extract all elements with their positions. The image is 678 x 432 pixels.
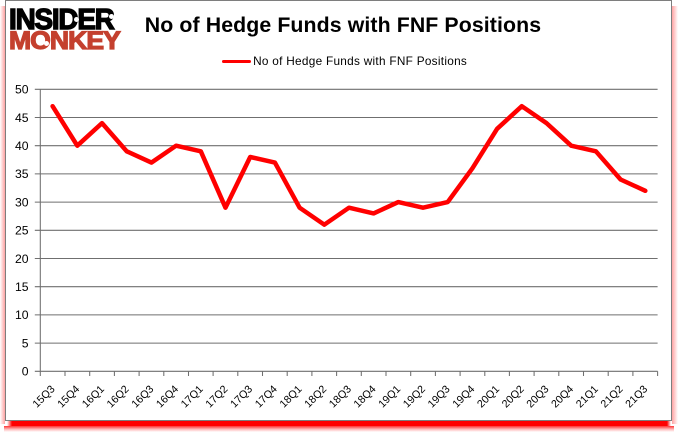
svg-text:20Q4: 20Q4 xyxy=(549,383,576,410)
svg-text:25: 25 xyxy=(15,224,29,238)
svg-text:18Q3: 18Q3 xyxy=(327,383,354,410)
svg-text:40: 40 xyxy=(15,139,29,153)
svg-text:19Q4: 19Q4 xyxy=(450,383,477,410)
svg-text:20Q1: 20Q1 xyxy=(475,383,502,410)
svg-text:20Q2: 20Q2 xyxy=(500,383,527,410)
svg-text:17Q3: 17Q3 xyxy=(228,383,255,410)
svg-text:17Q4: 17Q4 xyxy=(253,383,280,410)
svg-text:50: 50 xyxy=(15,83,29,97)
svg-text:18Q1: 18Q1 xyxy=(278,383,305,410)
svg-text:30: 30 xyxy=(15,195,29,209)
svg-text:19Q1: 19Q1 xyxy=(376,383,403,410)
svg-text:16Q4: 16Q4 xyxy=(154,383,181,410)
svg-text:15Q4: 15Q4 xyxy=(55,383,82,410)
svg-text:21Q1: 21Q1 xyxy=(574,383,601,410)
svg-text:20Q3: 20Q3 xyxy=(524,383,551,410)
svg-text:21Q2: 21Q2 xyxy=(599,383,626,410)
svg-text:17Q1: 17Q1 xyxy=(179,383,206,410)
svg-text:16Q2: 16Q2 xyxy=(105,383,132,410)
svg-text:18Q2: 18Q2 xyxy=(302,383,329,410)
svg-text:19Q2: 19Q2 xyxy=(401,383,428,410)
svg-text:35: 35 xyxy=(15,167,29,181)
svg-text:15: 15 xyxy=(15,280,29,294)
svg-text:16Q1: 16Q1 xyxy=(80,383,107,410)
svg-text:15Q3: 15Q3 xyxy=(31,383,58,410)
svg-text:19Q3: 19Q3 xyxy=(426,383,453,410)
svg-text:10: 10 xyxy=(15,308,29,322)
svg-text:21Q3: 21Q3 xyxy=(623,383,650,410)
svg-text:17Q2: 17Q2 xyxy=(203,383,230,410)
svg-text:5: 5 xyxy=(22,336,29,350)
svg-text:16Q3: 16Q3 xyxy=(129,383,156,410)
svg-text:45: 45 xyxy=(15,111,29,125)
svg-text:0: 0 xyxy=(22,365,29,379)
svg-text:20: 20 xyxy=(15,252,29,266)
svg-text:18Q4: 18Q4 xyxy=(352,383,379,410)
